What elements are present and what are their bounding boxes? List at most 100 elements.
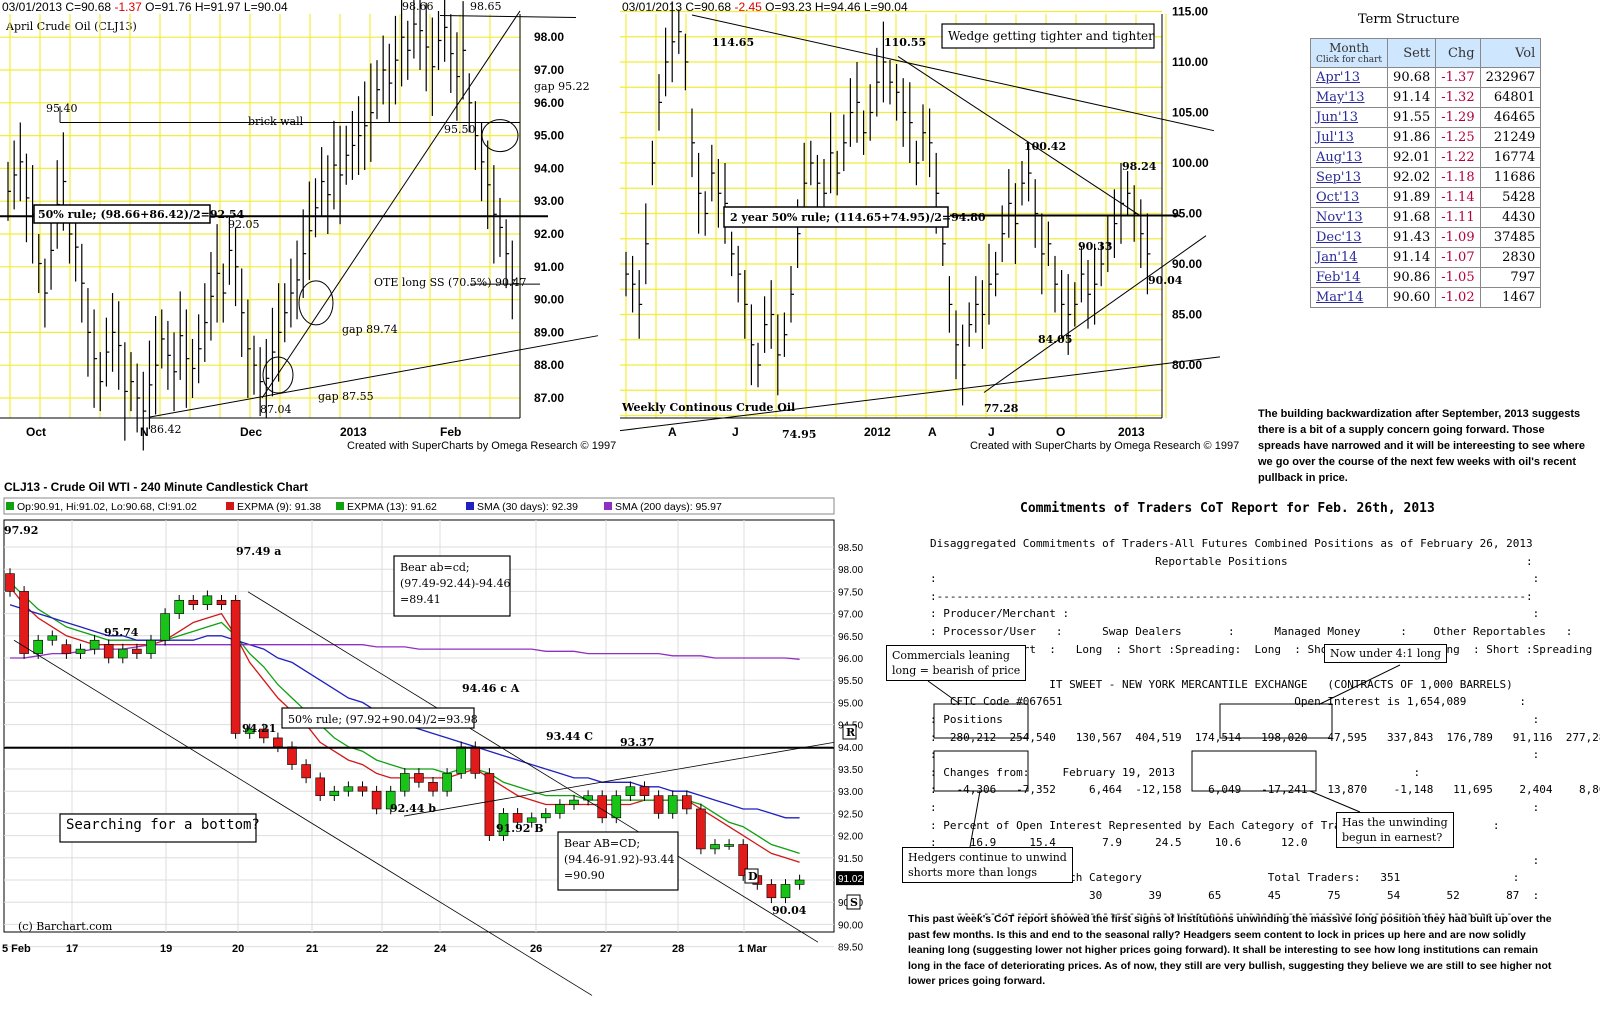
month-link[interactable]: Mar'14 <box>1309 287 1389 308</box>
x-tick-label: J <box>988 425 995 439</box>
term-row: Apr'13 90.68 -1.37 232967 <box>1309 67 1542 88</box>
chg-cell: -1.05 <box>1435 267 1481 288</box>
chart2-header: 03/01/2013 C=90.68 -2.45 O=93.23 H=94.46… <box>622 0 908 14</box>
cot-line: :---------------------------------------… <box>930 589 1533 603</box>
sett-cell: 92.01 <box>1387 147 1437 168</box>
cot-line: : Changes from: February 19, 2013 : <box>930 765 1421 779</box>
annotation-label: 90.33 <box>1078 240 1112 253</box>
month-link[interactable]: Oct'13 <box>1309 187 1389 208</box>
annotation-label: D <box>748 870 758 883</box>
candle <box>625 786 636 796</box>
annotation-label: 87.04 <box>260 403 292 416</box>
cot-line: : : <box>930 801 1540 814</box>
x-tick-label: Dec <box>240 425 262 439</box>
x-tick-label: 19 <box>160 943 172 955</box>
candle <box>47 635 58 641</box>
term-row: Nov'13 91.68 -1.11 4430 <box>1309 207 1542 228</box>
chg-cell: -1.37 <box>1435 67 1481 88</box>
candle <box>710 844 720 850</box>
x-tick-label: 5 Feb <box>2 943 31 955</box>
candle <box>794 879 805 885</box>
candle <box>681 795 692 810</box>
y-tick-label: 90.00 <box>534 293 564 307</box>
cot-line: 30 39 65 45 75 54 52 87 : <box>930 889 1540 902</box>
candle <box>315 777 326 796</box>
month-link[interactable]: Nov'13 <box>1309 207 1389 228</box>
month-link[interactable]: Jul'13 <box>1309 127 1389 148</box>
month-link[interactable]: Sep'13 <box>1309 167 1389 188</box>
note-label: Bear AB=CD; <box>564 837 640 850</box>
annotation-label: 93.44 C <box>546 730 593 743</box>
note-box <box>281 707 475 729</box>
chg-cell: -1.29 <box>1435 107 1481 128</box>
candle <box>498 813 509 836</box>
now-under-callout: Now under 4:1 long <box>1324 644 1448 663</box>
term-structure-table: Month Click for chart Sett Chg Vol Apr'1… <box>1309 38 1542 308</box>
chart2-date: 03/01/2013 <box>622 0 683 14</box>
vol-cell: 37485 <box>1479 227 1542 248</box>
y-tick-label: 90.00 <box>1172 257 1202 271</box>
legend-entry: SMA (30 days): 92.39 <box>477 501 578 513</box>
vol-cell: 232967 <box>1479 67 1542 88</box>
y-tick-label: 98.00 <box>534 30 564 44</box>
x-tick-label: A <box>928 425 937 439</box>
annotation-label: 84.05 <box>1038 333 1072 346</box>
marker-box <box>842 724 857 740</box>
note-label: Searching for a bottom? <box>66 817 260 833</box>
annotation-label: 86.42 <box>150 423 182 436</box>
annotation-label: R <box>846 726 856 739</box>
vol-cell: 2830 <box>1479 247 1542 268</box>
month-link[interactable]: Feb'14 <box>1309 267 1389 288</box>
y-tick-label: 100.00 <box>1172 156 1209 170</box>
month-header-label: Month <box>1329 41 1369 55</box>
candle <box>273 737 283 748</box>
candle <box>33 639 44 654</box>
y-tick-label: 88.00 <box>534 358 564 372</box>
sett-cell: 91.55 <box>1387 107 1437 128</box>
top-line <box>439 15 577 19</box>
month-link[interactable]: Jan'14 <box>1309 247 1389 268</box>
candle <box>188 599 199 606</box>
month-link[interactable]: Apr'13 <box>1309 67 1389 88</box>
term-row: Aug'13 92.01 -1.22 16774 <box>1309 147 1542 168</box>
y-tick-label: 97.50 <box>838 587 863 598</box>
chart1-header: 03/01/2013 C=90.68 -1.37 O=91.76 H=91.97… <box>2 0 288 14</box>
legend-entry: EXPMA (13): 91.62 <box>347 501 437 513</box>
candle <box>597 795 608 819</box>
chart2-close: C=90.68 <box>685 0 732 14</box>
chart3-title: CLJ13 - Crude Oil WTI - 240 Minute Candl… <box>4 480 309 494</box>
month-link[interactable]: Jun'13 <box>1309 107 1389 128</box>
x-tick-label: O <box>1056 425 1065 439</box>
x-tick-label: J <box>732 425 739 439</box>
annotation-label: 77.28 <box>984 402 1019 415</box>
gap-circle <box>262 356 294 394</box>
y-tick-label: 89.50 <box>838 943 863 954</box>
month-link[interactable]: Dec'13 <box>1309 227 1389 248</box>
annotation-label: 74.95 <box>782 428 816 441</box>
x-tick-label: 17 <box>66 943 78 955</box>
wedge-note-box <box>941 23 1155 49</box>
channel-upper <box>247 591 819 943</box>
annotation-label: 110.55 <box>884 36 926 49</box>
marker-box <box>846 894 861 910</box>
candle <box>428 782 438 792</box>
wedge-upper-line <box>691 14 1215 132</box>
month-link[interactable]: Aug'13 <box>1309 147 1389 168</box>
candle <box>653 795 664 814</box>
y-tick-label: 95.50 <box>838 676 863 687</box>
y-tick-label: 96.00 <box>534 96 564 110</box>
annotation-label: 95.74 <box>104 626 139 639</box>
candle <box>202 595 213 606</box>
month-header[interactable]: Month Click for chart <box>1309 38 1389 68</box>
y-tick-label: 94.00 <box>534 161 564 175</box>
y-tick-label: 95.00 <box>534 129 564 143</box>
y-tick-label: 115.00 <box>1172 5 1208 19</box>
annotation-label: S <box>850 896 858 909</box>
chart1-title: April Crude Oil (CLJ13) <box>6 20 137 33</box>
cot-title: Commitments of Traders CoT Report for Fe… <box>1020 501 1435 516</box>
candle <box>103 644 114 659</box>
x-tick-label: 22 <box>376 943 388 955</box>
legend-entry: EXPMA (9): 91.38 <box>237 501 321 513</box>
sett-cell: 91.14 <box>1387 247 1437 268</box>
month-link[interactable]: May'13 <box>1309 87 1389 108</box>
